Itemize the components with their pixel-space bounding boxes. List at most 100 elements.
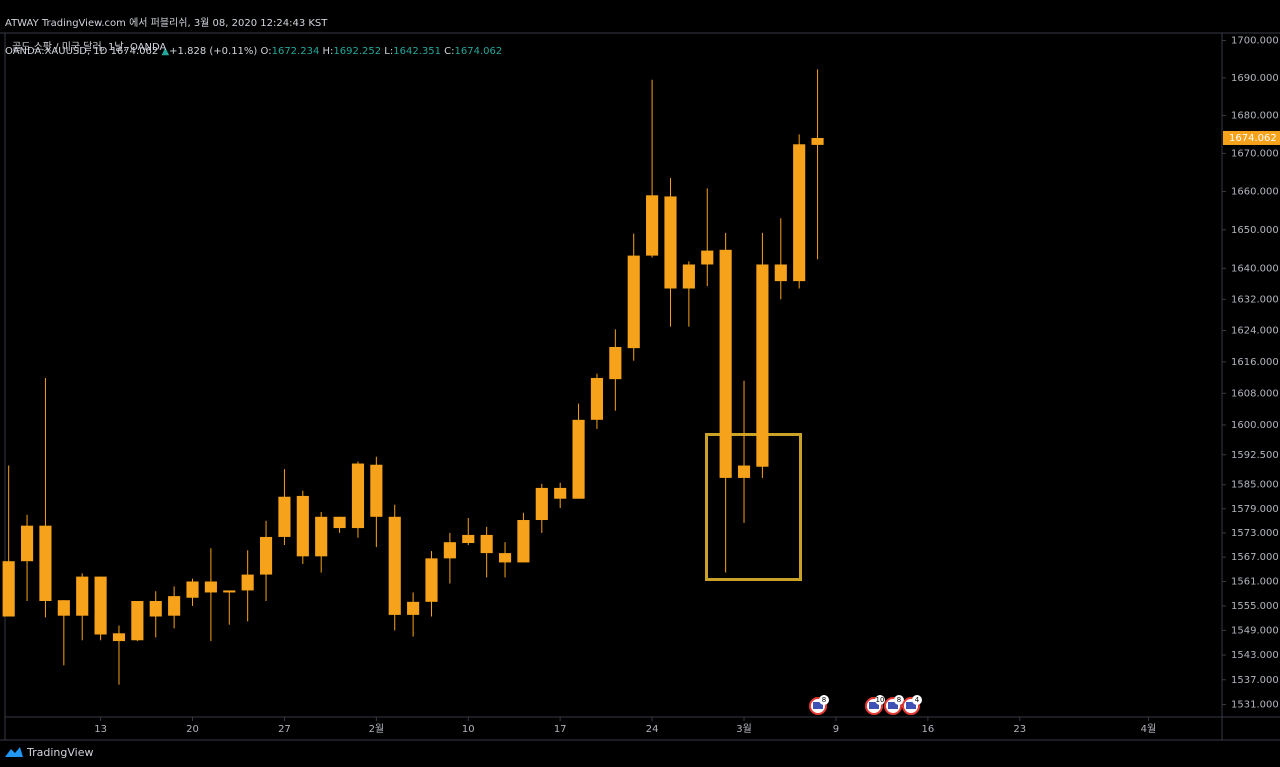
candle-body xyxy=(627,255,640,349)
price-tag xyxy=(1223,130,1280,145)
low-value: 1642.351 xyxy=(393,46,441,57)
y-tick-label: 1700.000 xyxy=(1231,35,1279,46)
candle-body xyxy=(223,590,236,593)
y-tick-label: 1567.000 xyxy=(1231,552,1279,563)
x-tick-label: 23 xyxy=(1013,724,1026,735)
candle-body xyxy=(609,346,622,380)
logo xyxy=(5,747,23,757)
y-tick-label: 1543.000 xyxy=(1231,650,1279,661)
candle-body xyxy=(590,377,604,420)
candle-body xyxy=(370,464,383,517)
candle-body xyxy=(204,581,217,593)
last-price: 1674.062 xyxy=(110,46,159,57)
x-tick-label: 16 xyxy=(921,724,934,735)
candle-body xyxy=(811,137,824,145)
y-tick-label: 1670.000 xyxy=(1231,148,1279,159)
candle-body xyxy=(351,463,365,529)
x-tick-label: 4월 xyxy=(1141,723,1157,735)
candle-body xyxy=(149,601,162,617)
y-tick-label: 1561.000 xyxy=(1231,576,1279,587)
candle-body xyxy=(76,576,89,616)
symbol-line: OANDA:XAUUSD, 1D 1674.062 ▲+1.828 (+0.11… xyxy=(5,45,502,59)
price-tag-label: 1674.062 xyxy=(1229,133,1277,144)
y-tick-label: 1600.000 xyxy=(1231,420,1279,431)
event-badge xyxy=(819,695,829,705)
candle-body xyxy=(296,495,309,557)
y-tick-label: 1585.000 xyxy=(1231,480,1279,491)
candle-body xyxy=(443,542,456,559)
header: ATWAY TradingView.com 에서 퍼블리쉬, 3월 08, 20… xyxy=(5,3,502,73)
candle-body xyxy=(278,496,291,537)
close-value: 1674.062 xyxy=(454,46,503,57)
y-tick-label: 1608.000 xyxy=(1231,388,1279,399)
event-flag xyxy=(906,702,916,709)
event-count: 8 xyxy=(897,696,901,704)
brand: TradingView xyxy=(26,746,93,759)
event-count: 4 xyxy=(915,696,920,704)
candle-body xyxy=(480,534,493,554)
high-value: 1692.252 xyxy=(333,46,382,57)
candle-body xyxy=(498,553,512,563)
candle-body xyxy=(774,264,787,282)
l-label: L: xyxy=(384,46,394,57)
candle-body xyxy=(2,561,15,617)
candle-body xyxy=(719,249,732,478)
candle-body xyxy=(682,264,695,289)
y-tick-label: 1632.000 xyxy=(1231,294,1279,305)
x-tick-label: 20 xyxy=(186,724,199,735)
candle-body xyxy=(554,487,567,499)
candle-body xyxy=(57,600,70,616)
candle-body xyxy=(333,516,346,529)
candle-body xyxy=(131,601,144,641)
candle-body xyxy=(701,250,714,265)
y-tick-label: 1690.000 xyxy=(1231,73,1279,84)
x-tick-label: 27 xyxy=(278,724,291,735)
event-flag xyxy=(888,702,898,709)
y-tick-label: 1624.000 xyxy=(1231,326,1279,337)
change: +1.828 xyxy=(169,46,207,57)
y-tick-label: 1531.000 xyxy=(1231,700,1279,711)
x-tick-label: 3월 xyxy=(736,723,752,735)
candle-body xyxy=(793,144,806,282)
candle-body xyxy=(737,465,751,478)
candle-body xyxy=(168,596,181,616)
event-badge xyxy=(875,695,885,705)
candle-body xyxy=(315,516,328,557)
y-tick-label: 1616.000 xyxy=(1231,357,1279,368)
x-tick-label: 13 xyxy=(94,724,107,735)
o-label: O: xyxy=(260,46,272,57)
x-tick-label: 9 xyxy=(833,724,839,735)
change-pct: (+0.11%) xyxy=(209,46,258,57)
candle-body xyxy=(407,601,420,615)
y-tick-label: 1650.000 xyxy=(1231,225,1279,236)
event-badge xyxy=(912,695,922,705)
candle-body xyxy=(20,525,34,562)
open-value: 1672.234 xyxy=(271,46,320,57)
symbol: OANDA:XAUUSD, 1D xyxy=(5,46,108,57)
candle-body xyxy=(425,558,438,602)
candle-body xyxy=(259,536,273,575)
x-tick-label: 2월 xyxy=(369,723,385,735)
candle-body xyxy=(112,633,126,642)
y-tick-label: 1573.000 xyxy=(1231,528,1279,539)
candle-body xyxy=(756,264,769,467)
h-label: H: xyxy=(322,46,334,57)
y-tick-label: 1660.000 xyxy=(1231,186,1279,197)
event-count: 8 xyxy=(822,696,826,704)
candle-body xyxy=(517,520,530,563)
y-tick-label: 1592.500 xyxy=(1231,450,1279,461)
candle-body xyxy=(94,576,107,635)
y-tick-label: 1579.000 xyxy=(1231,504,1279,515)
highlight-box xyxy=(705,433,802,581)
y-tick-label: 1640.000 xyxy=(1231,263,1279,274)
c-label: C: xyxy=(444,46,455,57)
candle-body xyxy=(388,516,401,615)
x-tick-label: 24 xyxy=(646,724,659,735)
event-badge xyxy=(894,695,904,705)
x-tick-label: 17 xyxy=(554,724,567,735)
candle-body xyxy=(646,195,659,256)
y-tick-label: 1680.000 xyxy=(1231,111,1279,122)
publish-line: ATWAY TradingView.com 에서 퍼블리쉬, 3월 08, 20… xyxy=(5,18,328,29)
